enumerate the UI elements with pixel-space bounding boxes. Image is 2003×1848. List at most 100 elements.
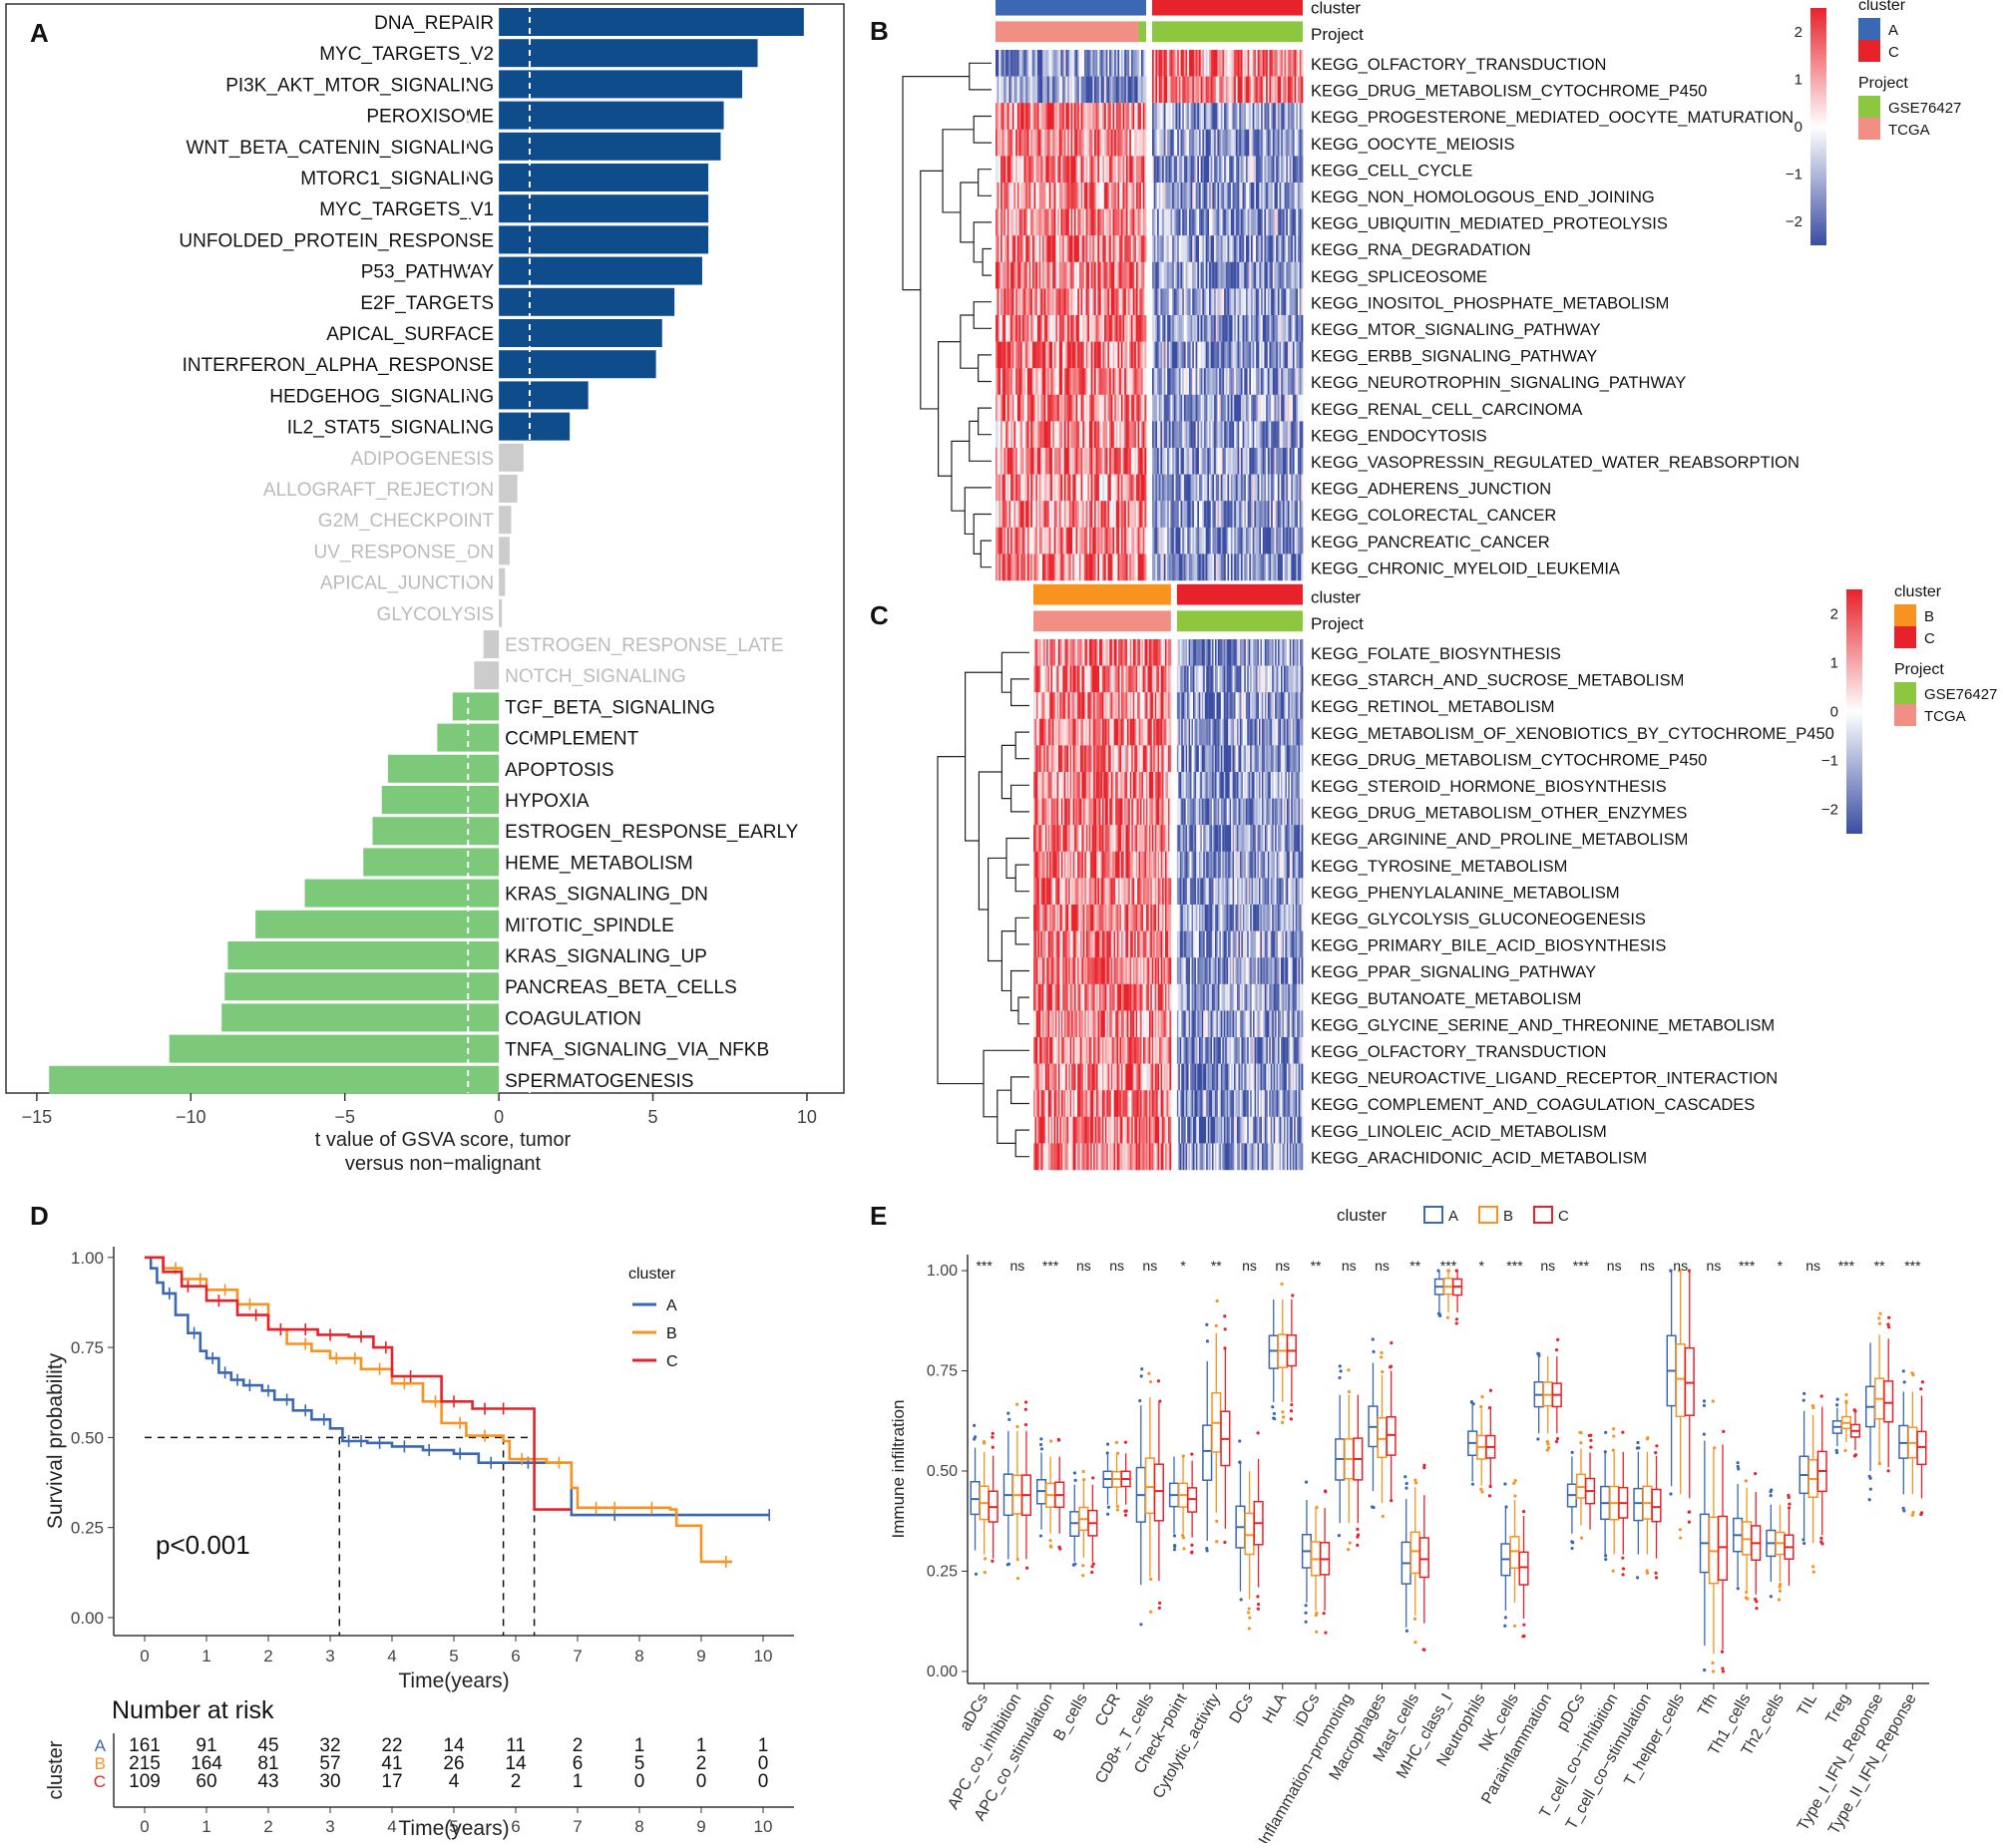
heat-cell <box>1144 183 1146 209</box>
x-tick-label: −10 <box>176 1107 206 1127</box>
panel-a-xlabel-line2: versus non−malignant <box>345 1153 542 1175</box>
row-label: KEGG_VASOPRESSIN_REGULATED_WATER_REABSOR… <box>1311 454 1800 472</box>
row-label: KEGG_ENDOCYTOSIS <box>1311 427 1487 445</box>
bar-e2f-targets <box>499 288 674 316</box>
heat-cell <box>1144 368 1146 395</box>
dendrogram-branch <box>979 408 992 435</box>
color-scale-bar <box>1810 8 1826 245</box>
bar-pancreas-beta-cells <box>224 972 499 1000</box>
bar-apical-junction <box>499 568 505 596</box>
bar-notch-signaling <box>474 661 499 689</box>
bar-label: P53_PATHWAY <box>361 262 495 283</box>
heat-cell <box>1144 235 1146 262</box>
dendrogram-branch <box>961 315 979 368</box>
dendrogram-branch <box>965 488 992 535</box>
bar-label: WNT_BETA_CATENIN_SIGNALING <box>186 138 494 159</box>
heat-cell <box>1144 315 1146 342</box>
heat-cell <box>1169 666 1171 693</box>
bar-label: SPERMATOGENESIS <box>505 1071 693 1092</box>
heat-cell <box>1302 692 1304 719</box>
panel-a-bar-chart: DNA_REPAIRMYC_TARGETS_V2PI3K_AKT_MTOR_SI… <box>6 4 844 1175</box>
legend-cluster-title: cluster <box>1858 0 1906 14</box>
bar-label: HEME_METABOLISM <box>505 853 693 874</box>
bar-estrogen-response-early <box>373 817 500 845</box>
bar-wnt-beta-catenin-signaling <box>499 133 720 161</box>
color-scale-label: −2 <box>1786 213 1803 230</box>
panel-a-xlabel-line1: t value of GSVA score, tumor <box>315 1129 572 1151</box>
heat-cell <box>1301 288 1303 315</box>
row-label: KEGG_DRUG_METABOLISM_CYTOCHROME_P450 <box>1311 83 1707 101</box>
heat-cell <box>1302 772 1304 799</box>
legend-cluster-swatch <box>1858 18 1880 40</box>
row-label: KEGG_OOCYTE_MEIOSIS <box>1311 136 1514 154</box>
heat-cell <box>1169 745 1171 772</box>
panel-letter-e: E <box>870 1201 887 1231</box>
dendrogram-branch <box>1015 732 1029 759</box>
heat-cell <box>1144 342 1146 369</box>
heat-cell <box>1302 639 1304 666</box>
bar-allograft-rejection <box>499 475 518 503</box>
bar-spermatogenesis <box>49 1066 499 1094</box>
dendrogram-branch <box>970 421 992 461</box>
heat-cell <box>1301 554 1303 580</box>
x-tick-label: 10 <box>797 1107 817 1127</box>
bar-label: E2F_TARGETS <box>360 293 494 314</box>
project-annotation-tcga <box>1033 610 1171 631</box>
project-annotation-gse <box>1177 610 1303 631</box>
bar-label: PI3K_AKT_MTOR_SIGNALING <box>225 75 494 96</box>
bar-label: PANCREAS_BETA_CELLS <box>505 977 737 998</box>
dendrogram-branch <box>974 515 992 554</box>
row-label: KEGG_RNA_DEGRADATION <box>1311 241 1531 259</box>
heat-cell <box>1302 719 1304 746</box>
heat-cell <box>1301 475 1303 502</box>
dendrogram-branch <box>952 441 970 511</box>
annotation-label: cluster <box>1311 588 1361 607</box>
row-label: KEGG_NON_HOMOLOGOUS_END_JOINING <box>1311 188 1655 206</box>
legend-cluster-label: C <box>1888 44 1899 61</box>
bar-hedgehog-signaling <box>499 381 589 409</box>
heat-cell <box>1144 156 1146 183</box>
heat-cell <box>1144 395 1146 422</box>
bar-label: GLYCOLYSIS <box>377 604 495 625</box>
bar-il2-stat5-signaling <box>499 413 570 441</box>
bar-estrogen-response-late <box>484 630 499 658</box>
panel-letter-b: B <box>870 16 889 46</box>
heat-cell <box>1301 395 1303 422</box>
heat-cell <box>1301 315 1303 342</box>
dendrogram-branch <box>1015 865 1029 892</box>
dendrogram-branch <box>1011 971 1029 1011</box>
dendrogram-branch <box>1011 679 1029 706</box>
row-label: KEGG_PROGESTERONE_MEDIATED_OOCYTE_MATURA… <box>1311 109 1794 127</box>
dendrogram-branch <box>938 757 984 1084</box>
x-tick-label: 5 <box>648 1107 658 1127</box>
bar-peroxisome <box>499 102 723 130</box>
row-label: KEGG_UBIQUITIN_MEDIATED_PROTEOLYSIS <box>1311 215 1668 233</box>
bar-label: HYPOXIA <box>505 791 590 812</box>
dendrogram-branch <box>1002 745 1015 798</box>
heat-cell <box>1301 368 1303 395</box>
bar-label: KRAS_SIGNALING_UP <box>505 946 707 967</box>
bar-uv-response-dn <box>499 537 510 564</box>
dendrogram-branch <box>966 672 1002 841</box>
dendrogram-branch <box>989 858 1006 960</box>
panel-letter-c: C <box>870 600 889 630</box>
bar-pi3k-akt-mtor-signaling <box>499 70 742 98</box>
row-label: KEGG_PANCREATIC_CANCER <box>1311 534 1550 552</box>
legend-project-swatch <box>1858 96 1880 118</box>
heat-cell <box>1144 421 1146 448</box>
project-annotation-gse <box>1152 21 1303 42</box>
panel-letter-d: D <box>30 1201 49 1231</box>
dendrogram-branch <box>1006 839 1029 879</box>
bar-label: ESTROGEN_RESPONSE_LATE <box>505 635 783 656</box>
heat-cell <box>1301 262 1303 289</box>
bar-label: NOTCH_SIGNALING <box>505 666 686 687</box>
row-label: KEGG_MTOR_SIGNALING_PATHWAY <box>1311 321 1601 339</box>
cluster-annotation-c <box>1177 584 1303 605</box>
heat-cell <box>1169 772 1171 799</box>
heat-cell <box>1144 528 1146 554</box>
x-tick-label: −5 <box>334 1107 355 1127</box>
dendrogram-branch <box>961 183 979 242</box>
bar-kras-signaling-dn <box>305 880 500 908</box>
row-label: KEGG_ERBB_SIGNALING_PATHWAY <box>1311 348 1597 366</box>
heat-cell <box>1301 103 1303 130</box>
